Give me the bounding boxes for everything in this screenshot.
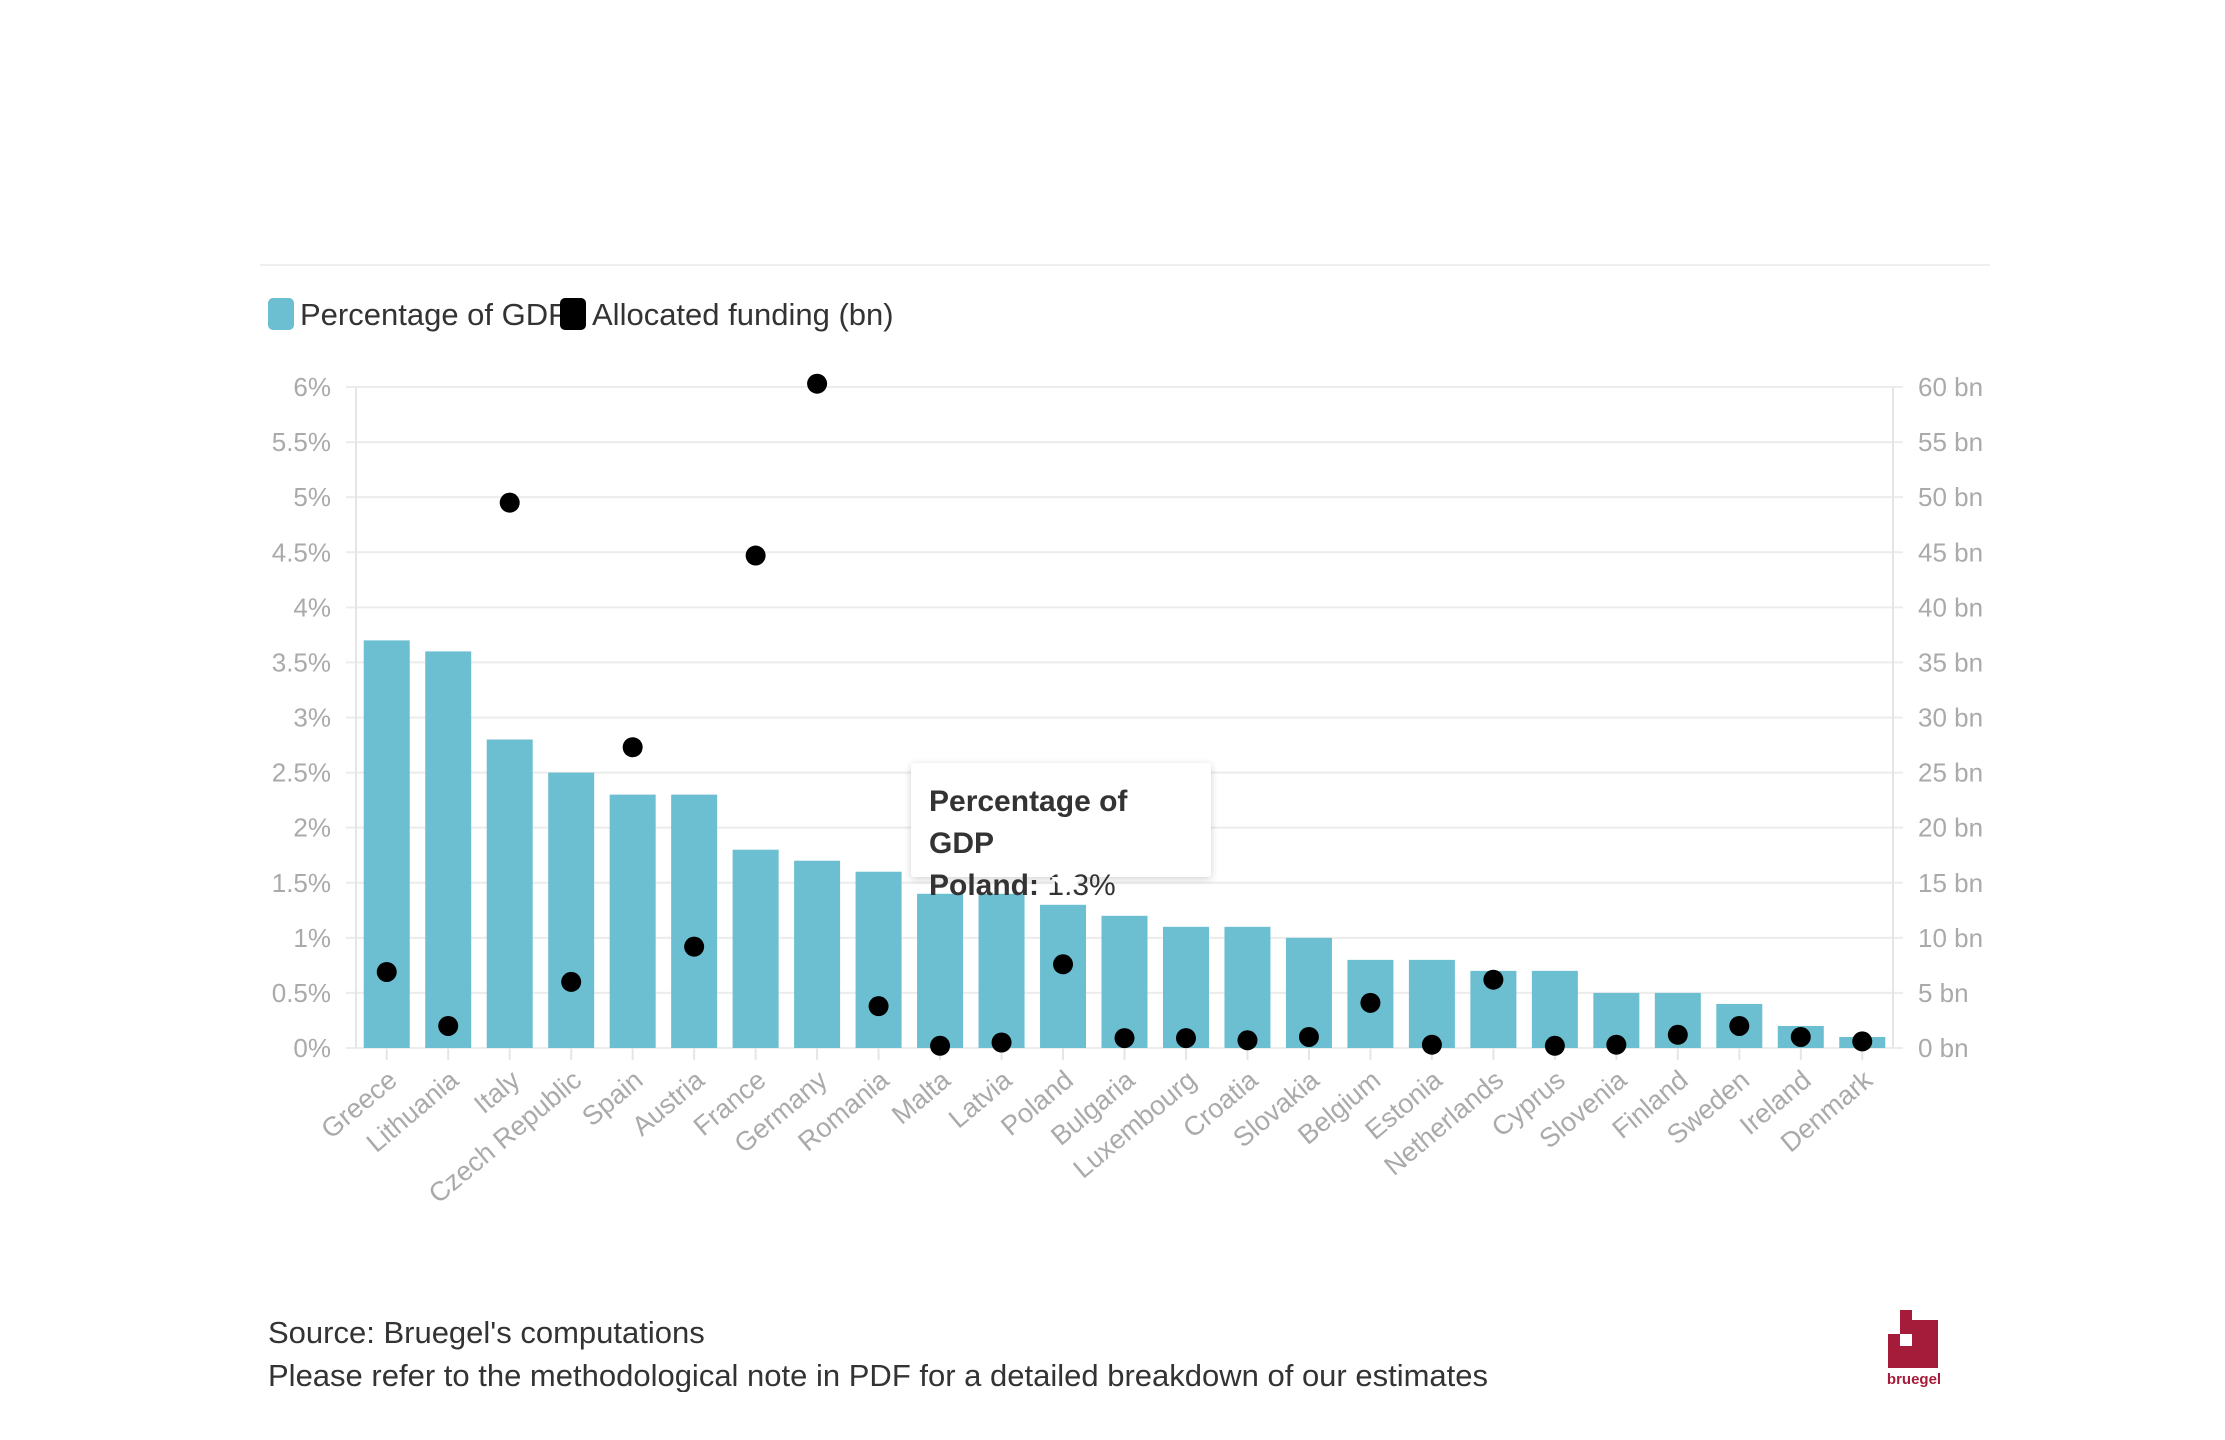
left-tick-label: 4% (293, 592, 331, 622)
right-tick-label: 10 bn (1918, 923, 1983, 953)
right-tick-label: 30 bn (1918, 703, 1983, 733)
legend-label-gdp[interactable]: Percentage of GDP (300, 297, 569, 332)
bruegel-logo[interactable]: bruegel (1880, 1308, 1950, 1388)
funding-dot[interactable] (991, 1032, 1012, 1053)
funding-dot[interactable] (930, 1035, 951, 1056)
funding-dot[interactable] (1237, 1030, 1258, 1051)
tooltip: Percentage of GDP Poland: 1.3% (911, 763, 1211, 902)
bar[interactable] (1224, 926, 1271, 1048)
right-tick-label: 15 bn (1918, 868, 1983, 898)
funding-dot[interactable] (1298, 1026, 1319, 1047)
left-tick-label: 5.5% (272, 427, 331, 457)
right-tick-label: 50 bn (1918, 482, 1983, 512)
funding-dot[interactable] (745, 545, 766, 566)
bar[interactable] (978, 893, 1025, 1048)
left-tick-label: 1.5% (272, 868, 331, 898)
funding-dot[interactable] (1790, 1026, 1811, 1047)
bar[interactable] (855, 871, 902, 1048)
left-tick-label: 6% (293, 372, 331, 402)
bar[interactable] (609, 794, 656, 1048)
category-label: Malta (886, 1064, 957, 1130)
tooltip-title: Percentage of GDP (929, 785, 1128, 860)
right-tick-label: 5 bn (1918, 978, 1969, 1008)
bar[interactable] (1101, 915, 1148, 1048)
left-tick-label: 3.5% (272, 647, 331, 677)
left-tick-label: 1% (293, 923, 331, 953)
bar[interactable] (363, 640, 410, 1048)
funding-dot[interactable] (1175, 1028, 1196, 1049)
funding-dot[interactable] (1667, 1024, 1688, 1045)
bar[interactable] (917, 893, 964, 1048)
bar[interactable] (671, 794, 718, 1048)
left-tick-label: 2.5% (272, 758, 331, 788)
funding-dot[interactable] (1852, 1031, 1873, 1052)
bar[interactable] (732, 849, 779, 1048)
funding-dot[interactable] (499, 492, 520, 513)
funding-dot[interactable] (1421, 1034, 1442, 1055)
bar[interactable] (1040, 904, 1087, 1048)
legend-label-funding[interactable]: Allocated funding (bn) (592, 297, 894, 332)
bar[interactable] (486, 739, 533, 1048)
funding-dot[interactable] (1606, 1034, 1627, 1055)
funding-dot[interactable] (376, 961, 397, 982)
funding-dot[interactable] (807, 373, 828, 394)
left-tick-label: 0.5% (272, 978, 331, 1008)
left-tick-label: 4.5% (272, 537, 331, 567)
tooltip-label: Poland: (929, 869, 1039, 902)
funding-dot[interactable] (1729, 1015, 1750, 1036)
legend[interactable]: Percentage of GDP Allocated funding (bn) (268, 297, 894, 332)
right-tick-label: 25 bn (1918, 758, 1983, 788)
source-text: Source: Bruegel's computations (268, 1315, 705, 1350)
bar[interactable] (1162, 926, 1209, 1048)
bar[interactable] (1531, 970, 1578, 1048)
left-tick-label: 3% (293, 703, 331, 733)
bar[interactable] (1408, 959, 1455, 1048)
funding-dot[interactable] (1483, 969, 1504, 990)
funding-dot[interactable] (1360, 992, 1381, 1013)
right-tick-label: 20 bn (1918, 813, 1983, 843)
legend-swatch-funding (560, 298, 586, 330)
funding-dot[interactable] (438, 1015, 459, 1036)
bar[interactable] (425, 651, 472, 1048)
left-tick-label: 2% (293, 813, 331, 843)
funding-dot[interactable] (622, 737, 643, 758)
bar[interactable] (794, 860, 841, 1048)
funding-dot[interactable] (868, 996, 889, 1017)
svg-text:bruegel: bruegel (1887, 1371, 1941, 1388)
bar[interactable] (548, 772, 595, 1048)
right-tick-label: 40 bn (1918, 592, 1983, 622)
tooltip-value: 1.3% (1047, 869, 1116, 902)
funding-dot[interactable] (684, 936, 705, 957)
funding-dot[interactable] (1544, 1035, 1565, 1056)
legend-swatch-gdp (268, 298, 294, 330)
right-tick-label: 55 bn (1918, 427, 1983, 457)
right-tick-label: 60 bn (1918, 372, 1983, 402)
funding-dot[interactable] (561, 971, 582, 992)
left-tick-label: 0% (293, 1033, 331, 1063)
note-text: Please refer to the methodological note … (268, 1358, 1489, 1392)
right-tick-label: 0 bn (1918, 1033, 1969, 1063)
right-tick-label: 35 bn (1918, 647, 1983, 677)
right-tick-label: 45 bn (1918, 537, 1983, 567)
funding-dot[interactable] (1053, 954, 1074, 975)
left-tick-label: 5% (293, 482, 331, 512)
funding-dot[interactable] (1114, 1028, 1135, 1049)
